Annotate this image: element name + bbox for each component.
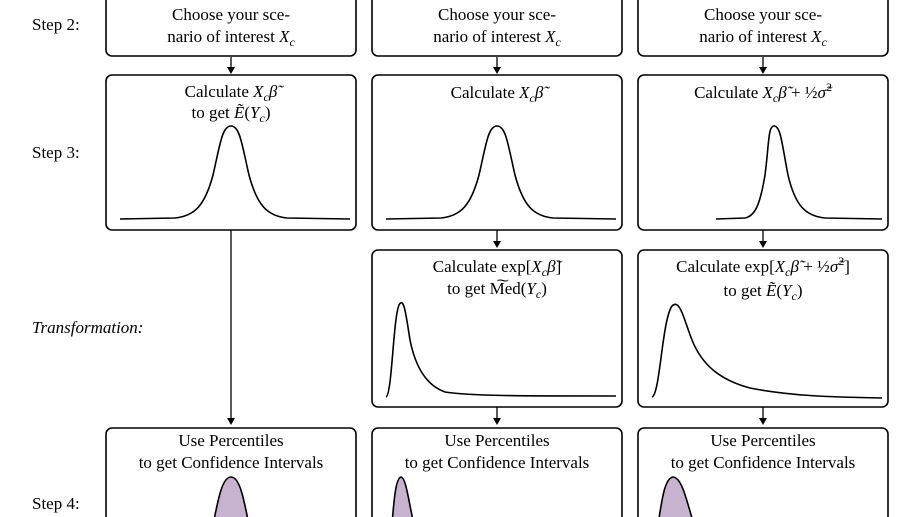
step4-line2-col1: to get Confidence Intervals bbox=[139, 453, 324, 472]
arrowhead-step2-step3-col3 bbox=[759, 67, 767, 74]
column-2: Choose your sce- nario of interest Xc Ca… bbox=[371, 0, 623, 517]
step2-line1-col3: Choose your sce- bbox=[704, 5, 822, 24]
step2-line2-text-col2: nario of interest bbox=[433, 27, 541, 46]
ci-distribution-col1 bbox=[213, 476, 249, 517]
lognormal-curve-col2 bbox=[385, 302, 617, 398]
arrowhead-step3-step4-col1 bbox=[227, 418, 235, 425]
step4-line1-col1: Use Percentiles bbox=[178, 431, 283, 450]
step2-box-col1 bbox=[105, 0, 357, 57]
step2-line2-col2: nario of interest Xc bbox=[433, 27, 561, 49]
arrowhead-trans-step4-col2 bbox=[493, 418, 501, 425]
arrowhead-step3-trans-col3 bbox=[759, 241, 767, 248]
trans-line1-col3: Calculate exp[Xcβ̃ + ½σ̃2] bbox=[676, 254, 850, 279]
step2-box-col3 bbox=[637, 0, 889, 57]
column-3: Choose your sce- nario of interest Xc Ca… bbox=[637, 0, 889, 517]
step2-line2-text-col3: nario of interest bbox=[699, 27, 807, 46]
step2-label: Step 2: bbox=[32, 15, 80, 34]
normal-curve-col1 bbox=[119, 125, 351, 220]
ci-distribution-col2 bbox=[391, 476, 414, 517]
trans-line2-col3: to get Ẽ(Yc) bbox=[723, 281, 802, 303]
step4-line1-col2: Use Percentiles bbox=[444, 431, 549, 450]
step2-line2-col1: nario of interest Xc bbox=[167, 27, 295, 49]
step2-box-col2 bbox=[371, 0, 623, 57]
trans-line2-col2: to get M͠ed(Yc) bbox=[447, 279, 547, 301]
step3-line2-col1: to get Ẽ(Yc) bbox=[191, 103, 270, 125]
step2-line1-col2: Choose your sce- bbox=[438, 5, 556, 24]
arrowhead-step2-step3-col2 bbox=[493, 67, 501, 74]
normal-curve-col3 bbox=[715, 125, 883, 220]
arrowhead-step3-trans-col2 bbox=[493, 241, 501, 248]
step3-label: Step 3: bbox=[32, 143, 80, 162]
step2-line2-text-col1: nario of interest bbox=[167, 27, 275, 46]
trans-line1-col2: Calculate exp[Xcβ̃] bbox=[433, 257, 563, 279]
step4-box-col3 bbox=[637, 427, 889, 517]
normal-curve-col2 bbox=[385, 125, 617, 220]
step4-line1-col3: Use Percentiles bbox=[710, 431, 815, 450]
arrowhead-step2-step3-col1 bbox=[227, 67, 235, 74]
transformation-label: Transformation: bbox=[32, 318, 143, 337]
step4-line2-col3: to get Confidence Intervals bbox=[671, 453, 856, 472]
step3-line1-col1: Calculate Xcβ̃ bbox=[185, 82, 285, 104]
step2-line2-col3: nario of interest Xc bbox=[699, 27, 827, 49]
step4-box-col2 bbox=[371, 427, 623, 517]
step4-line2-col2: to get Confidence Intervals bbox=[405, 453, 590, 472]
column-1: Choose your sce- nario of interest Xc Ca… bbox=[105, 0, 357, 517]
step2-line1-col1: Choose your sce- bbox=[172, 5, 290, 24]
arrowhead-trans-step4-col3 bbox=[759, 418, 767, 425]
lognormal-curve-col3 bbox=[651, 303, 883, 399]
step3-line1-col2: Calculate Xcβ̃ bbox=[451, 83, 551, 105]
step3-line1-col3: Calculate Xcβ̃ + ½σ̃2 bbox=[694, 80, 833, 105]
step4-box-col1 bbox=[105, 427, 357, 517]
step4-label: Step 4: bbox=[32, 494, 80, 513]
ci-distribution-col3 bbox=[658, 476, 693, 517]
